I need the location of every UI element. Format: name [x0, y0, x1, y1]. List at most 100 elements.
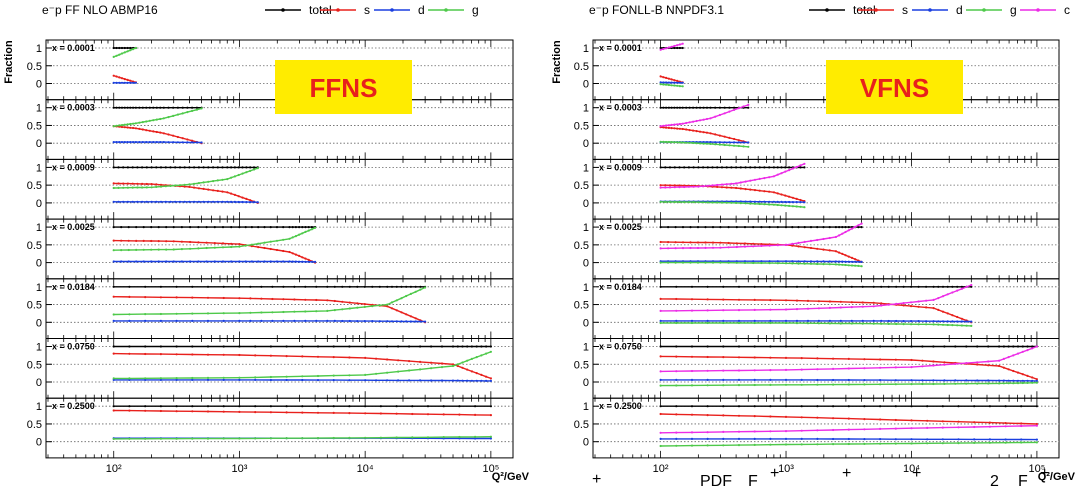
data-point-total — [134, 106, 137, 109]
data-point-d — [150, 260, 153, 263]
panel-x-label: x = 0.0750 — [52, 342, 95, 352]
data-point-g — [118, 124, 121, 127]
data-point-g — [301, 437, 304, 440]
data-point-g — [191, 312, 194, 315]
data-point-s — [216, 189, 219, 192]
data-point-s — [442, 413, 445, 416]
data-point-c — [725, 183, 728, 186]
data-point-s — [753, 298, 756, 301]
data-point-total — [304, 226, 307, 229]
y-tick-label: 1 — [583, 103, 589, 115]
data-point-total — [112, 166, 115, 169]
x-axis-label: Q²/GeV — [1038, 471, 1076, 483]
data-point-s — [932, 360, 935, 363]
data-point-s — [894, 418, 897, 422]
data-point-d — [148, 141, 151, 144]
data-point-g — [222, 437, 225, 440]
data-point-total — [711, 166, 714, 169]
data-point-g — [720, 201, 724, 204]
data-point-total — [803, 226, 806, 229]
data-point-d — [159, 319, 162, 322]
data-point-g — [238, 376, 241, 379]
data-point-c — [706, 431, 709, 434]
data-point-total — [197, 226, 200, 229]
data-point-s — [129, 126, 132, 129]
data-point-total — [263, 226, 266, 229]
data-point-g — [752, 261, 755, 265]
data-point-s — [193, 186, 196, 189]
data-point-total — [474, 405, 477, 408]
data-point-c — [895, 302, 898, 305]
data-point-s — [737, 356, 741, 359]
data-point-c — [1012, 354, 1015, 357]
data-point-s — [791, 244, 794, 247]
data-point-d — [926, 438, 929, 441]
data-point-s — [662, 76, 665, 79]
data-point-s — [348, 356, 351, 359]
data-point-g — [442, 436, 445, 439]
data-point-g — [776, 262, 779, 265]
data-point-total — [475, 345, 478, 348]
data-point-c — [665, 124, 668, 127]
data-point-d — [304, 260, 307, 263]
data-point-g — [440, 366, 444, 369]
data-point-s — [282, 249, 285, 253]
data-point-c — [711, 246, 715, 249]
panel-1: 00.51 x = 0.0001 — [574, 39, 1060, 101]
data-point-d — [678, 81, 682, 84]
data-point-g — [115, 124, 118, 127]
data-point-total — [144, 405, 147, 408]
data-point-d — [138, 141, 141, 144]
data-point-g — [132, 48, 135, 51]
data-point-c — [720, 183, 724, 186]
data-point-s — [675, 297, 678, 301]
data-point-d — [126, 81, 129, 84]
data-point-g — [408, 369, 411, 372]
data-point-c — [678, 43, 682, 46]
data-point-s — [817, 300, 821, 303]
scheme-label-box — [275, 60, 412, 114]
data-point-d — [791, 260, 794, 263]
data-point-d — [879, 438, 882, 441]
data-point-total — [743, 226, 747, 229]
data-point-g — [123, 123, 126, 126]
bottom-fragment: PDF — [700, 473, 732, 488]
data-point-s — [910, 358, 913, 362]
data-point-total — [678, 106, 682, 109]
data-point-g — [135, 248, 138, 251]
data-point-s — [419, 360, 422, 363]
data-point-s — [390, 307, 394, 310]
data-point-total — [112, 106, 115, 109]
data-point-s — [1012, 369, 1015, 373]
legend-item-g: g — [428, 3, 479, 17]
data-point-g — [301, 232, 304, 235]
data-point-c — [659, 48, 662, 51]
data-point-total — [157, 226, 160, 229]
data-point-d — [144, 319, 147, 322]
panel-x-label: x = 0.0184 — [52, 282, 95, 292]
data-point-d — [763, 200, 766, 203]
data-point-total — [249, 285, 252, 288]
data-point-d — [832, 378, 835, 382]
data-point-s — [800, 357, 803, 360]
data-point-g — [414, 290, 417, 293]
y-tick-label: 0 — [36, 138, 42, 150]
data-point-total — [341, 285, 344, 288]
data-point-total — [332, 405, 335, 408]
data-point-total — [879, 405, 882, 408]
data-point-s — [678, 127, 682, 130]
data-point-d — [440, 379, 444, 382]
data-point-d — [257, 260, 260, 263]
data-point-d — [115, 141, 118, 144]
data-point-s — [205, 241, 208, 244]
data-point-g — [667, 83, 671, 87]
data-point-g — [667, 261, 670, 264]
data-point-g — [692, 201, 695, 204]
data-point-g — [668, 200, 672, 203]
data-point-total — [165, 226, 168, 229]
data-point-d — [126, 200, 129, 203]
data-point-c — [685, 121, 688, 125]
data-point-d — [332, 379, 335, 382]
data-point-total — [847, 345, 850, 348]
data-point-d — [363, 320, 366, 323]
